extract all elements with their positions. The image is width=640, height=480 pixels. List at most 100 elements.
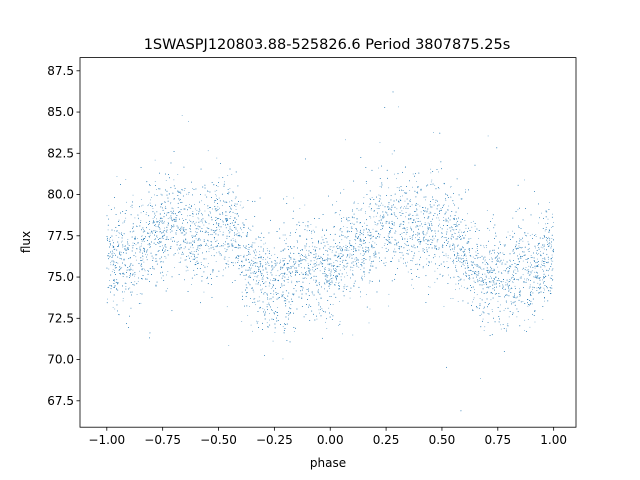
- data-point: [193, 251, 195, 252]
- data-point: [348, 257, 350, 259]
- data-point: [241, 291, 243, 293]
- data-point: [199, 248, 201, 249]
- data-point: [277, 307, 278, 308]
- data-point: [329, 273, 331, 274]
- data-point: [223, 269, 224, 271]
- data-point: [297, 260, 299, 261]
- data-point: [320, 256, 322, 258]
- data-point: [407, 261, 408, 263]
- data-point: [528, 243, 530, 245]
- data-point: [129, 275, 131, 276]
- data-point: [190, 231, 192, 233]
- data-point: [447, 257, 449, 259]
- data-point: [372, 247, 374, 249]
- data-point: [116, 176, 118, 177]
- data-point: [446, 261, 448, 262]
- data-point: [221, 205, 223, 206]
- data-point: [231, 246, 233, 247]
- data-point: [141, 235, 142, 237]
- data-point: [357, 246, 359, 248]
- data-point: [551, 254, 553, 256]
- data-point: [492, 250, 494, 252]
- data-point: [158, 241, 160, 243]
- data-point: [260, 263, 262, 265]
- data-point: [361, 258, 363, 260]
- data-point: [463, 255, 464, 257]
- data-point: [122, 298, 124, 299]
- data-point: [443, 204, 445, 205]
- data-point: [388, 203, 390, 205]
- data-point: [302, 277, 304, 279]
- data-point: [283, 300, 285, 302]
- data-point: [524, 319, 526, 321]
- data-point: [411, 204, 413, 206]
- data-point: [233, 192, 234, 194]
- data-point: [288, 317, 289, 319]
- data-point: [517, 255, 518, 257]
- data-point: [346, 227, 348, 228]
- data-point: [372, 240, 374, 242]
- data-point: [226, 215, 228, 216]
- data-point: [282, 326, 284, 328]
- data-point: [423, 224, 425, 225]
- data-point: [222, 231, 224, 233]
- data-point: [407, 253, 409, 255]
- data-point: [269, 319, 270, 321]
- data-point: [112, 300, 114, 302]
- data-point: [338, 281, 340, 283]
- data-point: [337, 260, 338, 262]
- data-point: [264, 309, 265, 311]
- data-point: [362, 260, 364, 262]
- data-point: [379, 216, 381, 218]
- data-point: [535, 236, 537, 237]
- data-point: [396, 244, 398, 246]
- data-point: [166, 212, 168, 214]
- data-point: [332, 304, 334, 305]
- data-point: [468, 252, 470, 254]
- data-point: [265, 258, 267, 260]
- data-point: [424, 249, 425, 250]
- data-point: [165, 202, 166, 203]
- data-point: [370, 238, 371, 239]
- data-point: [184, 229, 186, 231]
- data-point: [506, 324, 508, 326]
- data-point: [466, 258, 467, 260]
- data-point: [512, 282, 514, 283]
- data-point: [224, 248, 226, 250]
- data-point: [183, 229, 184, 231]
- data-point: [219, 230, 221, 232]
- data-point: [500, 261, 501, 263]
- data-point: [170, 248, 172, 249]
- data-point: [235, 209, 237, 210]
- data-point: [365, 228, 367, 229]
- data-point: [258, 296, 260, 298]
- data-point: [487, 313, 489, 314]
- data-point: [522, 260, 524, 262]
- data-point: [493, 281, 495, 283]
- data-point: [234, 247, 236, 248]
- data-point: [117, 262, 119, 264]
- data-point: [249, 276, 251, 278]
- data-point: [424, 222, 426, 224]
- data-point: [324, 283, 326, 285]
- data-point: [349, 220, 351, 222]
- data-point: [492, 270, 494, 272]
- data-point: [524, 330, 525, 331]
- data-point: [512, 296, 514, 298]
- data-point: [413, 244, 415, 246]
- data-point: [161, 237, 163, 239]
- data-point: [224, 259, 226, 260]
- data-point: [219, 207, 220, 209]
- data-point: [211, 255, 212, 257]
- data-point: [262, 308, 264, 310]
- data-point: [290, 268, 292, 269]
- data-point: [282, 295, 284, 297]
- data-point: [225, 201, 227, 203]
- data-point: [513, 272, 515, 273]
- data-point: [416, 208, 417, 210]
- data-point: [140, 264, 142, 265]
- data-point: [125, 283, 127, 284]
- data-point: [122, 246, 124, 248]
- data-point: [300, 263, 301, 264]
- data-point: [425, 234, 427, 236]
